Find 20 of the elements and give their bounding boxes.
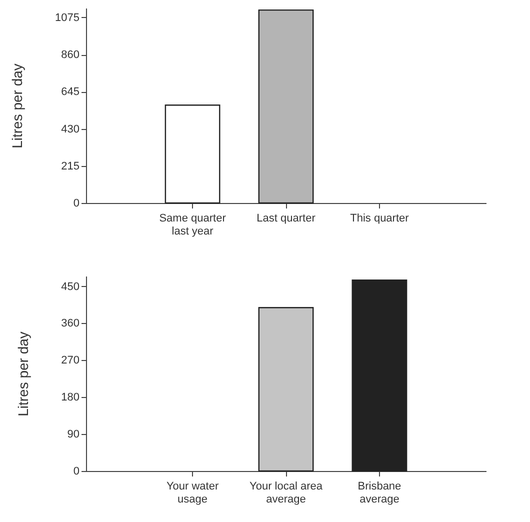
y-tick-label: 1075 — [55, 12, 80, 24]
y-tick-label: 180 — [61, 392, 80, 404]
x-tick-label: Your water usage — [166, 480, 219, 506]
y-tick-label: 90 — [67, 428, 80, 441]
x-tick-label: This quarter — [350, 212, 410, 224]
x-tick-label: Your local area average — [250, 480, 324, 506]
y-tick-label: 860 — [61, 49, 80, 62]
y-tick-label: 0 — [73, 466, 80, 478]
y-tick-label: 645 — [61, 86, 80, 98]
y-tick-label: 0 — [73, 198, 80, 210]
y-axis-title: Litres per day — [15, 332, 32, 416]
y-tick-label: 450 — [61, 280, 80, 293]
y-tick-label: 430 — [61, 123, 80, 136]
x-tick-label: Last quarter — [256, 212, 316, 224]
y-tick-label: 360 — [61, 318, 80, 330]
y-tick-label: 270 — [61, 354, 80, 367]
x-tick-label: Brisbane average — [358, 480, 402, 506]
y-tick-label: 215 — [61, 160, 80, 172]
x-tick-label: Same quarter last year — [159, 212, 226, 238]
y-axis-title: Litres per day — [9, 64, 26, 148]
